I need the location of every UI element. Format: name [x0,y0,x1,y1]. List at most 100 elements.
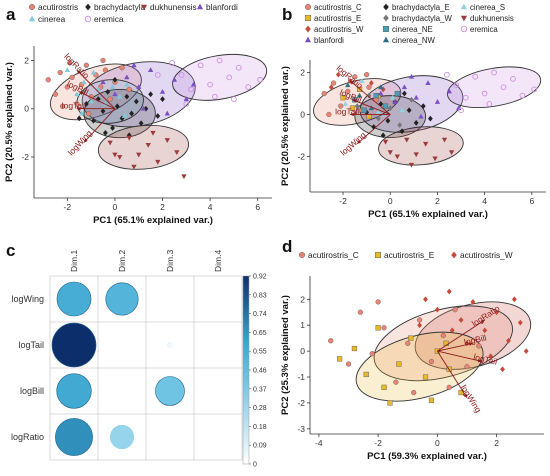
colorbar-tick-label: 0.37 [253,386,267,393]
series-brachydactyla [76,76,165,139]
panel-label: c [6,241,15,260]
point-dukhunensis [404,137,410,143]
ellipse-dukhunensis [97,124,190,170]
point-cinerea [78,110,85,116]
loading-arrowhead-logWing [357,140,362,144]
point-acutirostris [126,86,132,93]
point-eremica [226,74,233,81]
loading-arrowhead-logTail [477,358,482,363]
loading-arrow-logWing [436,350,468,398]
legend-marker-cinerea_NE [382,26,389,33]
point-acutirostris_C [369,351,375,357]
correlation-circle [166,341,174,349]
point-acutirostris [59,103,66,109]
point-acutirostris_E [351,345,358,352]
y-tick-label: -1 [297,372,305,382]
point-eremica [519,92,526,99]
row-label: logRatio [11,432,44,442]
point-cinerea_NW [345,82,351,88]
plot-area [310,276,544,434]
legend-label-cinerea: cinerea [38,14,66,24]
point-cinerea_NW [378,84,384,90]
point-acutirostris_W [511,296,517,303]
correlation-circle [109,424,135,450]
correlation-circle [105,282,139,316]
point-brachydactyla [133,98,139,105]
legend-marker-acutirostris [29,3,36,10]
point-eremica [183,101,190,107]
y-tick-label: 0 [24,104,29,114]
point-acutirostris [69,74,75,80]
legend-marker-dukhunensis [140,4,148,11]
point-dukhunensis [432,156,438,162]
point-blanfordi [413,94,419,100]
point-blanfordi [159,88,166,94]
point-dukhunensis [181,174,187,180]
colorbar [242,275,250,465]
loading-arrowhead-logRatio [350,80,354,85]
y-tick-label: 2 [300,294,305,304]
legend-marker-acutirostris_C [299,252,306,259]
point-blanfordi [131,62,137,68]
point-acutirostris_W [423,296,428,303]
legend-label-eremica: eremica [470,25,498,34]
point-brachydactyla [103,129,108,136]
series-dukhunensis [107,130,187,180]
point-blanfordi [446,88,452,94]
point-acutirostris_C [405,340,411,346]
colorbar-tick-label: 0.55 [253,349,267,356]
loading-arrow-logBill [437,342,474,352]
point-brachydactyla_W [354,103,360,109]
point-brachydactyla [112,76,118,83]
point-blanfordi [456,105,462,111]
point-brachydactyla [148,91,154,98]
x-tick-label: 2 [160,202,165,212]
point-eremica [481,90,488,97]
point-acutirostris_C [345,361,352,367]
point-acutirostris_W [506,337,511,344]
point-cinerea [74,91,80,97]
point-eremica [462,94,469,101]
point-acutirostris [74,101,80,107]
point-dukhunensis [413,152,419,158]
point-brachydactyla_W [397,122,403,128]
legend: acutirostris brachydactyla dukhunensis blan… [28,2,238,24]
point-brachydactyla_W [387,105,393,112]
legend-label-blanfordi: blanfordi [314,36,344,45]
correlation-circle [155,376,185,406]
series-dukhunensis [382,137,455,168]
point-acutirostris [57,69,63,76]
point-acutirostris_C [352,74,358,80]
point-acutirostris [107,96,113,102]
series-acutirostris_C [321,72,379,118]
point-acutirostris_E [337,356,343,362]
point-acutirostris [119,65,125,71]
point-brachydactyla [124,93,130,100]
y-tick-label: 2 [300,68,305,78]
legend-marker-acutirostris_E [374,252,381,259]
point-brachydactyla_E [380,132,386,139]
legend-label-acutirostris_C: acutirostris_C [314,3,362,12]
point-eremica [491,69,497,76]
correlation-circle [56,281,92,317]
colorbar-tick-label: 0 [253,462,257,469]
point-eremica [531,86,538,93]
point-brachydactyla [155,113,161,119]
point-acutirostris_W [335,71,341,78]
point-dukhunensis [174,150,180,156]
point-acutirostris_W [434,306,440,313]
point-acutirostris_C [345,88,351,95]
point-eremica [453,82,460,88]
colorbar-tick-label: 0.09 [253,443,267,450]
point-dukhunensis [448,150,455,156]
point-blanfordi [401,84,408,90]
panel-b: b acutirostris_C brachydactyla_E cinerea_S a… [276,0,550,228]
legend-marker-brachydactyla_E [383,3,389,11]
point-brachydactyla [114,103,120,110]
point-brachydactyla [95,96,101,102]
correlation-circle [55,418,93,456]
point-eremica [257,76,263,83]
loading-arrow-logRatio [437,319,486,352]
series-blanfordi [378,73,462,119]
